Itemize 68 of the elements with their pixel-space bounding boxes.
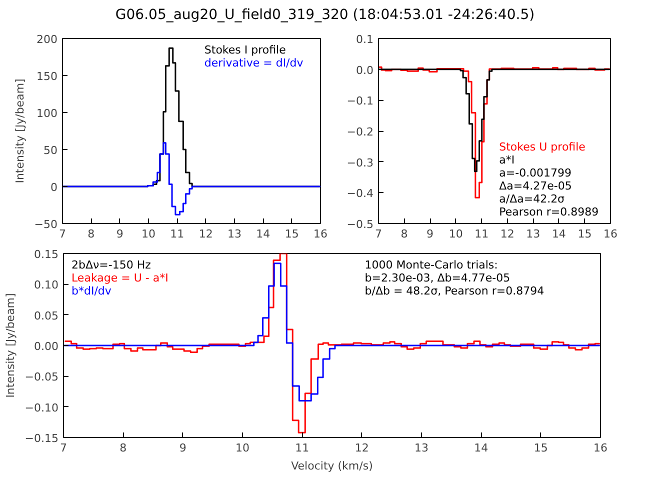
y-tick-label: 0.1: [356, 33, 374, 46]
y-tick-label: −0.2: [346, 126, 374, 138]
y-tick-label: 0.00: [34, 340, 59, 353]
y-tick-label: −0.4: [346, 187, 374, 200]
series-label: a*I: [499, 154, 515, 166]
x-tick-label: 15: [534, 442, 548, 454]
text: Stokes I profile: [204, 44, 286, 56]
text: b*dI/dv: [72, 284, 112, 298]
annotation: a=-0.001799: [499, 166, 572, 180]
annotation: Pearson r=0.8989: [499, 206, 599, 218]
annotation: b=2.30e-03, Δb=4.77e-05: [364, 272, 510, 284]
y-tick-label: 50: [44, 144, 58, 157]
y-tick-label: −0.3: [346, 156, 374, 170]
x-tick-label: 16: [604, 228, 618, 240]
x-tick-label: 15: [578, 228, 592, 240]
x-tick-label: 9: [116, 228, 124, 240]
x-tick-label: 13: [414, 442, 428, 454]
y-tick-label: 0.10: [34, 278, 59, 292]
x-tick-label: 10: [142, 228, 156, 240]
x-tick-label: 7: [60, 442, 67, 454]
annotation: b/Δb = 48.2σ, Pearson r=0.8794: [364, 284, 544, 298]
annotation: 1000 Monte-Carlo trials:: [364, 258, 498, 272]
y-tick-label: 200: [36, 33, 58, 46]
x-tick-label: 12: [198, 228, 213, 240]
x-tick-label: 12: [500, 228, 514, 240]
annotation: a/Δa=42.2σ: [499, 192, 565, 206]
text: Leakage = U - a*I: [72, 272, 168, 284]
x-axis-title: Velocity (km/s): [291, 460, 373, 472]
x-tick-label: 9: [426, 228, 434, 240]
y-tick-label: 150: [36, 70, 58, 83]
y-tick-label: −0.5: [346, 218, 374, 231]
x-tick-label: 8: [400, 228, 408, 240]
y-tick-label: 0.0: [356, 64, 374, 77]
chart-title: G06.05_aug20_U_field0_319_320 (18:04:53.01 -24:26:40.5): [115, 6, 535, 25]
y-tick-label: 0.05: [34, 309, 59, 322]
x-tick-label: 13: [228, 228, 242, 240]
x-tick-label: 11: [170, 228, 184, 240]
x-tick-label: 9: [179, 442, 186, 454]
y-axis-title: Intensity [Jy/beam]: [4, 293, 17, 398]
series-label: Stokes U profile: [499, 140, 586, 154]
x-tick-label: 12: [354, 442, 369, 454]
x-tick-label: 8: [88, 228, 95, 240]
x-tick-label: 7: [59, 228, 66, 240]
x-tick-label: 16: [314, 228, 328, 240]
x-tick-label: 11: [474, 228, 489, 240]
y-tick-label: 0: [50, 181, 58, 194]
x-tick-label: 10: [448, 228, 463, 240]
y-axis-title: Intensity [Jy/beam]: [13, 78, 26, 184]
x-tick-label: 10: [236, 442, 250, 454]
y-tick-label: −50: [34, 218, 58, 231]
x-tick-label: 14: [256, 228, 270, 240]
x-tick-label: 15: [284, 228, 299, 240]
x-tick-label: 7: [375, 228, 382, 240]
y-tick-label: −0.1: [346, 94, 374, 108]
x-tick-label: 16: [594, 442, 608, 454]
y-tick-label: −0.05: [24, 370, 59, 384]
legend-title: 2bΔν=-150 Hz: [72, 258, 152, 272]
y-tick-label: −0.10: [24, 401, 59, 414]
x-tick-label: 14: [474, 442, 488, 454]
y-tick-label: −0.15: [24, 432, 59, 445]
y-tick-label: 0.15: [34, 248, 59, 261]
annotation: Δa=4.27e-05: [499, 180, 572, 192]
y-tick-label: 100: [36, 107, 58, 120]
text: derivative = dI/dv: [204, 56, 304, 70]
x-tick-label: 11: [295, 442, 310, 454]
x-tick-label: 13: [526, 228, 540, 240]
x-tick-label: 8: [120, 442, 127, 454]
x-tick-label: 14: [552, 228, 566, 240]
